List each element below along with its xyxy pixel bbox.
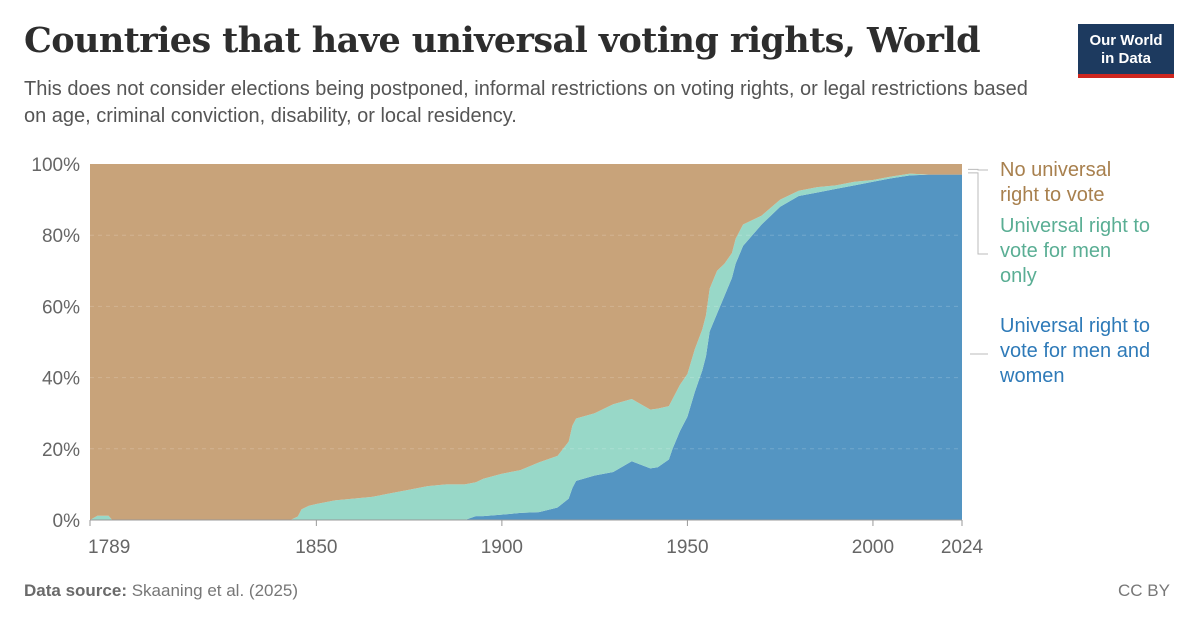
legend-connector-1 bbox=[968, 168, 988, 171]
license-link[interactable]: CC BY bbox=[1118, 581, 1170, 600]
chart-subtitle: This does not consider elections being p… bbox=[24, 78, 1028, 127]
y-axis-tick-labels: 0% 20% 40% 60% 80% 100% bbox=[31, 155, 80, 532]
x-tick-label: 1789 bbox=[88, 537, 130, 558]
y-tick-label: 100% bbox=[31, 155, 80, 176]
legend-label-1: No universal right to vote bbox=[1000, 159, 1111, 206]
logo-line-2: in Data bbox=[1100, 50, 1151, 67]
area-series-3 bbox=[90, 164, 962, 520]
area-series bbox=[90, 164, 962, 521]
legend: No universal right to vote Universal right… bbox=[968, 159, 1150, 387]
legend-connector-2 bbox=[968, 172, 988, 255]
owid-logo[interactable]: Our World in Data bbox=[1078, 24, 1174, 78]
y-tick-label: 20% bbox=[42, 440, 80, 461]
x-tick-label: 1950 bbox=[666, 537, 708, 558]
chart-title: Countries that have universal voting rig… bbox=[24, 20, 981, 61]
y-tick-label: 60% bbox=[42, 297, 80, 318]
data-source-link[interactable]: Skaaning et al. (2025) bbox=[131, 581, 299, 600]
y-tick-label: 40% bbox=[42, 369, 80, 390]
legend-label-2: Universal right to vote for men only bbox=[1000, 215, 1150, 287]
x-axis bbox=[89, 519, 963, 526]
data-source-label: Data source: bbox=[24, 581, 127, 600]
area-series-1 bbox=[90, 174, 962, 520]
y-tick-label: 0% bbox=[53, 511, 81, 532]
x-axis-tick-labels: 1789 1850 1900 1950 2000 2024 bbox=[88, 537, 984, 558]
y-tick-label: 80% bbox=[42, 226, 80, 247]
data-source: Data source: Skaaning et al. (2025) bbox=[24, 581, 298, 601]
x-tick-label: 1850 bbox=[295, 537, 337, 558]
x-tick-label: 2024 bbox=[941, 537, 984, 558]
legend-label-3: Universal right to vote for men and women bbox=[999, 315, 1150, 387]
x-tick-label: 2000 bbox=[852, 537, 894, 558]
x-tick-label: 1900 bbox=[481, 537, 523, 558]
logo-line-1: Our World bbox=[1089, 32, 1163, 49]
